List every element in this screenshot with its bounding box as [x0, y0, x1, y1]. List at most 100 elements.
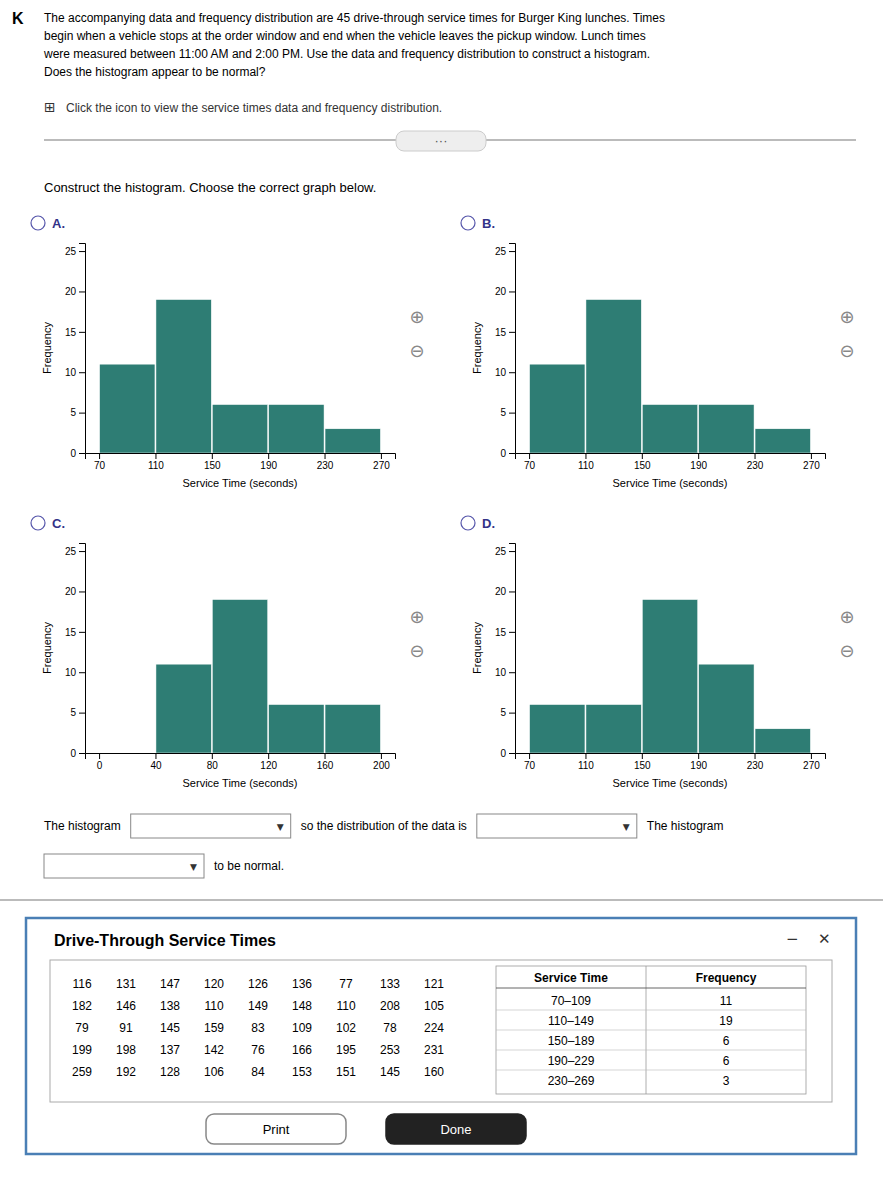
histogram-panel: A.701101501902302700510152025Service Tim…: [31, 216, 425, 489]
table-header-rule: [496, 988, 806, 989]
zoom-icon[interactable]: ⊖: [409, 340, 424, 361]
x-tick-label: 200: [373, 760, 390, 771]
button[interactable]: [206, 1114, 346, 1144]
y-tick-mark: [79, 672, 85, 673]
dropdown-arrow[interactable]: ▼: [190, 862, 197, 872]
question-text: The accompanying data and frequency dist…: [44, 11, 665, 25]
raw-value: 84: [251, 1065, 265, 1079]
y-axis-line: [509, 244, 516, 454]
bar: [100, 364, 155, 453]
x-tick-label: 70: [524, 760, 536, 771]
raw-value: 147: [160, 977, 180, 991]
window-control[interactable]: −: [786, 930, 799, 948]
popup-frame: [26, 918, 856, 1154]
x-tick-mark: [529, 753, 530, 759]
x-tick: 70: [524, 753, 536, 771]
x-axis: 70110150190230270: [516, 453, 826, 471]
y-axis-title: Frequency: [471, 322, 483, 374]
more-button[interactable]: [396, 131, 486, 151]
y-axis-title: Frequency: [471, 622, 483, 674]
y-tick-label: 25: [65, 246, 77, 257]
raw-value: 126: [248, 977, 268, 991]
histogram-panel: B.701101501902302700510152025Service Tim…: [461, 216, 855, 489]
y-tick-mark: [79, 591, 85, 592]
dropdown[interactable]: [44, 854, 204, 878]
option-label[interactable]: D.: [482, 516, 495, 531]
radio-button[interactable]: [31, 216, 45, 230]
x-tick-mark: [755, 753, 756, 759]
raw-value: 192: [116, 1065, 136, 1079]
bar: [586, 705, 641, 753]
radio-button[interactable]: [461, 216, 475, 230]
option-label[interactable]: A.: [52, 216, 65, 231]
zoom-icon[interactable]: ⊕: [839, 306, 854, 327]
zoom-icon[interactable]: ⊕: [839, 606, 854, 627]
x-axis: 70110150190230270: [516, 753, 826, 771]
y-tick: 5: [70, 407, 85, 418]
y-axis: 0510152025: [495, 544, 516, 759]
question-text: Does the histogram appear to be normal?: [44, 65, 266, 79]
x-tick: 70: [524, 453, 536, 471]
x-tick: 270: [803, 753, 820, 771]
raw-value: 259: [72, 1065, 92, 1079]
x-tick-label: 190: [260, 460, 277, 471]
x-tick-label: 110: [148, 460, 164, 471]
raw-value: 231: [424, 1043, 444, 1057]
y-tick: 15: [65, 327, 85, 338]
dropdown-arrow[interactable]: ▼: [623, 822, 630, 832]
grid-icon[interactable]: ⊞: [44, 99, 56, 115]
zoom-icon[interactable]: ⊕: [409, 306, 424, 327]
radio-button[interactable]: [31, 516, 45, 530]
raw-value: 109: [292, 1021, 312, 1035]
zoom-icon[interactable]: ⊖: [409, 640, 424, 661]
x-tick: 200: [373, 753, 390, 771]
y-tick-mark: [79, 453, 85, 454]
dropdown[interactable]: [131, 814, 291, 838]
y-tick: 10: [65, 667, 85, 678]
button-label[interactable]: Done: [440, 1122, 471, 1137]
x-tick-mark: [325, 453, 326, 459]
bar: [699, 405, 754, 453]
y-tick-mark: [509, 372, 515, 373]
radio-button[interactable]: [461, 516, 475, 530]
x-axis-line: [86, 754, 396, 760]
bar: [530, 364, 585, 453]
y-tick-label: 15: [495, 327, 507, 338]
button-label[interactable]: Print: [263, 1122, 290, 1137]
option-label[interactable]: C.: [52, 516, 65, 531]
button[interactable]: [386, 1114, 526, 1144]
zoom-icon[interactable]: ⊕: [409, 606, 424, 627]
zoom-icon[interactable]: ⊖: [839, 640, 854, 661]
y-axis-line: [509, 544, 516, 754]
y-axis: 0510152025: [495, 244, 516, 459]
x-tick: 270: [803, 453, 820, 471]
x-tick-mark: [155, 453, 156, 459]
option-label[interactable]: B.: [482, 216, 495, 231]
dropdown[interactable]: [477, 814, 637, 838]
y-tick: 25: [65, 546, 85, 557]
x-axis-title: Service Time (seconds): [183, 777, 298, 789]
window-control[interactable]: ✕: [818, 930, 831, 948]
x-tick-mark: [155, 753, 156, 759]
y-tick-label: 5: [500, 707, 506, 718]
y-tick: 0: [500, 748, 515, 759]
x-tick-mark: [325, 753, 326, 759]
x-tick-mark: [99, 753, 100, 759]
more-button-label[interactable]: ···: [435, 133, 448, 148]
zoom-icon[interactable]: ⊖: [839, 340, 854, 361]
back-icon[interactable]: K: [12, 10, 24, 27]
y-tick-mark: [79, 753, 85, 754]
x-tick-label: 270: [373, 460, 390, 471]
raw-value: 76: [251, 1043, 265, 1057]
y-tick-label: 25: [65, 546, 77, 557]
x-tick: 70: [94, 453, 106, 471]
x-tick: 160: [317, 753, 334, 771]
raw-value: 137: [160, 1043, 180, 1057]
x-tick: 190: [690, 453, 707, 471]
bar: [269, 705, 324, 753]
x-tick-mark: [698, 453, 699, 459]
dropdown-arrow[interactable]: ▼: [277, 822, 284, 832]
y-tick-mark: [79, 291, 85, 292]
y-tick-mark: [79, 551, 85, 552]
bar: [699, 664, 754, 753]
